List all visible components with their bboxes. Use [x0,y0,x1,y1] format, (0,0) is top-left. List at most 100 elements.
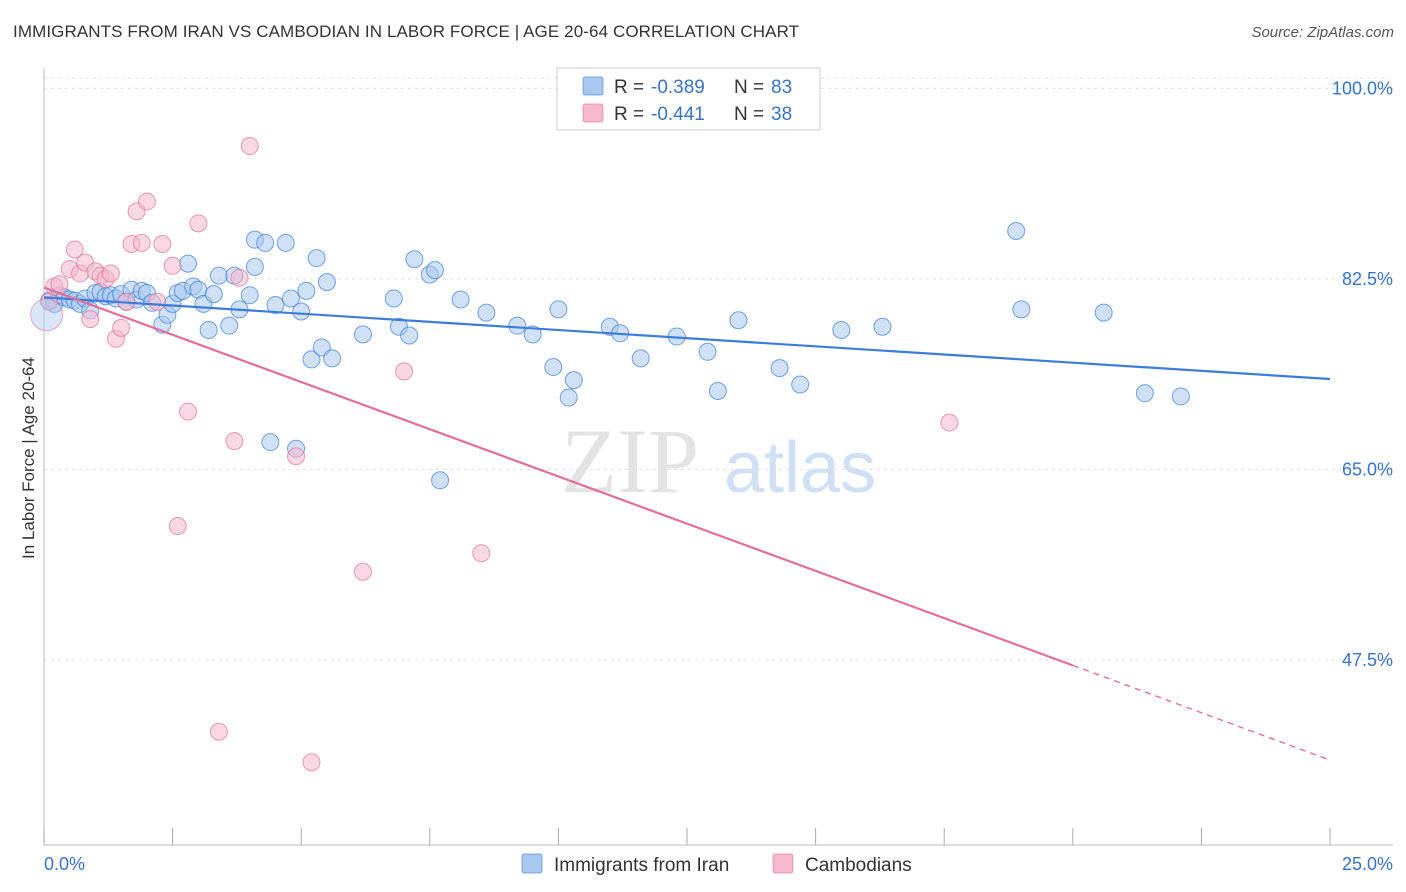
iran-point [1007,221,1026,240]
cambodian-point [137,192,156,211]
iran-point [245,257,264,276]
legend: R = -0.389 N = 83 R = -0.441 N = 38 [556,67,821,131]
legend-swatch-blue [582,76,604,96]
iran-point [1094,303,1113,322]
iran-point [204,285,223,304]
cambodian-point [225,432,244,451]
iran-point [431,471,450,490]
iran-point [770,359,789,378]
cambodian-point [101,264,120,283]
tick-labels: 100.0% 82.5% 65.0% 47.5% 0.0% 25.0% [44,78,1393,874]
x-tick-label: 25.0% [1342,854,1393,874]
iran-point [292,302,311,321]
legend-n-label-1: N = [734,77,764,98]
x-tick-label: 0.0% [44,854,85,874]
bottom-legend-cambodians: Cambodians [805,855,912,876]
iran-point [199,321,218,340]
iran-point [240,286,259,305]
watermark-atlas: atlas [724,428,876,508]
iran-point [307,249,326,268]
cambodian-point [395,362,414,381]
cambodian-point [209,722,228,741]
cambodian-trend-line [43,286,1074,667]
legend-r-value-1: -0.389 [651,77,705,98]
iran-trend-line [43,296,1331,381]
iran-point [832,321,851,340]
iran-point [559,388,578,407]
iran-point [353,325,372,344]
iran-point [302,350,321,369]
iran-point [873,317,892,336]
watermark-zip: ZIP [561,410,699,512]
cambodian-point [153,235,172,254]
cambodian-point [287,447,306,466]
y-tick-label: 82.5% [1342,269,1393,289]
y-axis-label: In Labor Force | Age 20-64 [19,357,38,559]
iran-point [549,300,568,319]
y-tick-label: 65.0% [1342,459,1393,479]
cambodian-point [230,268,249,287]
iran-point [1012,300,1031,319]
y-tick-label: 100.0% [1332,78,1393,98]
legend-swatch-pink [582,103,604,123]
iran-point [209,266,228,285]
iran-point [508,316,527,335]
cambodian-point [148,292,167,311]
legend-r-value-2: -0.441 [651,104,705,125]
iran-point [266,295,285,314]
iran-point [1135,384,1154,403]
iran-point [631,349,650,368]
iran-point [256,233,275,252]
legend-n-value-2: 38 [771,104,792,125]
cambodian-point [179,402,198,421]
cambodian-point [189,214,208,233]
y-tick-label: 47.5% [1342,650,1393,670]
chart-title: IMMIGRANTS FROM IRAN VS CAMBODIAN IN LAB… [13,22,800,41]
gridlines [44,77,1393,661]
iran-point [451,290,470,309]
source-label: Source: ZipAtlas.com [1251,24,1394,41]
iran-point [384,289,403,308]
iran-point [425,261,444,280]
iran-point [1171,387,1190,406]
legend-r-label-2: R = [614,104,644,125]
legend-n-value-1: 83 [771,77,792,98]
cambodian-trend-extension [1072,664,1331,761]
cambodian-point [112,318,131,337]
cambodian-point [940,413,959,432]
iran-point [564,371,583,390]
iran-point [400,326,419,345]
data-points [30,137,1190,772]
iran-point [791,375,810,394]
iran-point [477,303,496,322]
bottom-legend: Immigrants from Iran Cambodians [521,853,912,876]
bottom-legend-swatch-cambodians [772,853,794,874]
iran-point [323,349,342,368]
iran-point [729,311,748,330]
iran-point [544,358,563,377]
legend-n-label-2: N = [734,104,764,125]
legend-r-label-1: R = [614,77,644,98]
iran-point [220,316,239,335]
cambodian-point [472,544,491,563]
iran-point [698,342,717,361]
cambodian-point [65,240,84,259]
iran-point [281,289,300,308]
cambodian-point [132,233,151,252]
cluster-point [30,298,64,332]
bottom-legend-iran: Immigrants from Iran [554,855,729,876]
iran-point [261,433,280,452]
iran-point [523,325,542,344]
cambodian-point [81,310,100,329]
iran-point [405,250,424,269]
iran-point [708,381,727,400]
iran-point [297,281,316,300]
cambodian-point [240,137,259,156]
cambodian-point [163,256,182,275]
iran-point [179,254,198,273]
bottom-legend-swatch-iran [521,853,543,874]
axes [43,68,1393,846]
iran-point [276,233,295,252]
iran-point [317,273,336,292]
